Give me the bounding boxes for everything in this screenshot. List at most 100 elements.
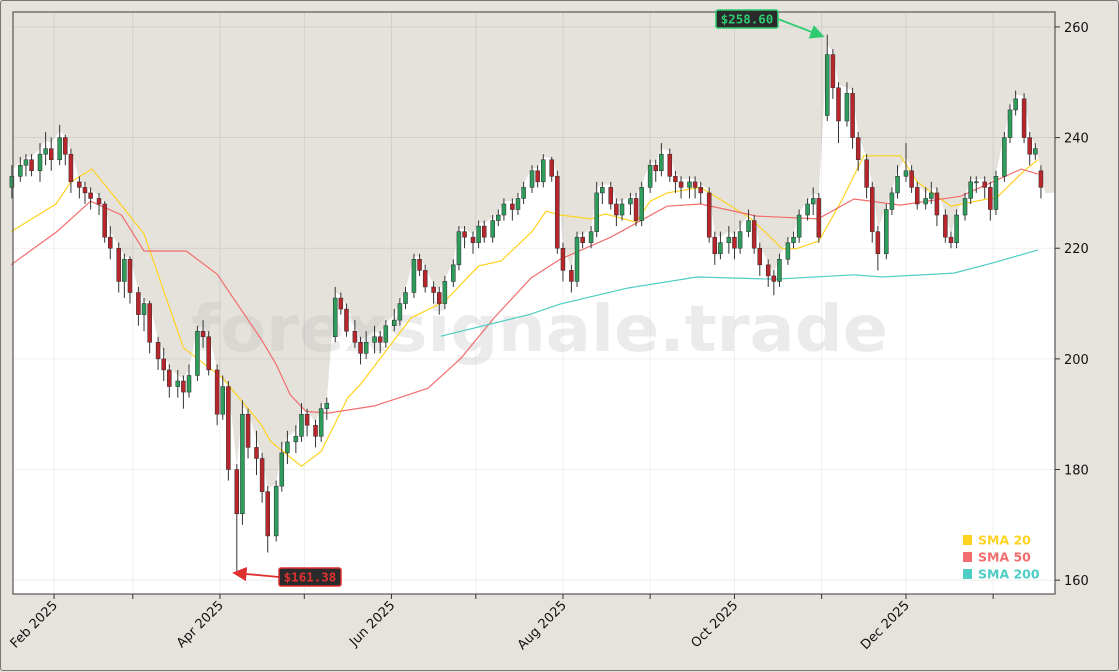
candle-body-up — [718, 242, 723, 255]
sma-line-sma50 — [10, 168, 1039, 414]
candle-body-up — [299, 413, 304, 437]
candle — [726, 226, 732, 254]
candle — [647, 159, 653, 193]
candle — [718, 231, 723, 260]
candle — [501, 198, 507, 221]
candle-body-down — [934, 192, 940, 216]
candle-body-down — [108, 236, 113, 249]
candle — [569, 264, 574, 293]
candle — [791, 231, 796, 249]
candle — [974, 176, 979, 193]
candle — [285, 430, 290, 464]
y-tick-label: 160 — [1064, 574, 1089, 589]
candle — [1021, 93, 1027, 144]
candle-body-down — [338, 297, 344, 310]
candle-body-down — [254, 447, 259, 459]
candle — [864, 154, 869, 199]
candle-body-down — [850, 93, 855, 138]
candle-body-up — [884, 209, 889, 255]
candle-body-up — [588, 231, 594, 243]
candle — [77, 176, 82, 199]
candle — [108, 226, 113, 260]
candle-body-up — [141, 303, 147, 315]
candle — [136, 286, 141, 326]
candle — [993, 170, 999, 216]
candle — [200, 320, 206, 348]
candle — [490, 215, 495, 243]
candle — [372, 325, 377, 354]
candle — [259, 452, 265, 503]
candle-body-up — [687, 181, 692, 188]
candle-body-up — [240, 413, 245, 515]
candle-body-down — [214, 369, 220, 415]
candle — [594, 181, 599, 238]
candle-body-down — [765, 264, 771, 277]
candle-body-up — [324, 402, 330, 409]
candle — [687, 176, 692, 199]
candle — [175, 369, 181, 398]
candle-body-up — [659, 153, 664, 172]
candle — [57, 124, 62, 166]
candle-body-down — [344, 308, 349, 332]
candle — [549, 156, 554, 182]
candle — [234, 463, 240, 573]
candle — [431, 281, 436, 304]
candle — [510, 198, 515, 221]
candle — [869, 181, 875, 243]
candle-body-down — [771, 275, 777, 282]
candle — [48, 137, 54, 171]
candle — [167, 364, 172, 398]
candle — [1033, 143, 1038, 160]
candle — [875, 226, 881, 271]
candle — [580, 231, 585, 249]
candle — [245, 408, 251, 459]
candle-body-down — [706, 192, 712, 238]
candle-body-down — [560, 247, 566, 271]
candle — [23, 154, 29, 177]
y-tick-label: 220 — [1064, 242, 1089, 257]
candle-body-up — [785, 242, 791, 260]
candle-body-down — [167, 369, 172, 387]
candle-body-down — [127, 259, 133, 293]
candle-body-down — [462, 231, 467, 238]
candle-body-down — [732, 236, 737, 249]
candle-body-up — [363, 342, 369, 354]
y-tick-label: 180 — [1064, 464, 1089, 479]
candle — [909, 165, 914, 193]
x-tick-label: Oct 2025 — [688, 598, 741, 651]
candle-body-down — [948, 236, 954, 243]
legend-item: SMA 20 — [963, 533, 1031, 548]
annotation-arrow — [777, 18, 825, 39]
candle-body-down — [633, 198, 639, 221]
candle-body-up — [974, 181, 979, 184]
legend-swatch — [963, 552, 972, 562]
annotation-box — [278, 567, 342, 587]
candle-body-down — [555, 176, 560, 249]
candle-body-down — [712, 236, 718, 255]
candle-body-up — [968, 181, 973, 199]
candle — [732, 231, 737, 260]
candle — [304, 408, 310, 437]
candle-body-up — [18, 164, 23, 177]
candle — [422, 264, 428, 293]
candle — [141, 298, 147, 332]
candle-body-down — [226, 386, 231, 470]
candle-body-down — [982, 181, 987, 188]
candle-body-down — [417, 259, 422, 271]
candle — [988, 181, 993, 221]
candle — [765, 259, 771, 287]
candle-body-up — [411, 259, 417, 293]
candle-body-down — [751, 220, 757, 249]
candle — [737, 220, 743, 254]
candle-body-up — [600, 187, 605, 194]
candle — [226, 381, 231, 481]
candle-body-up — [541, 159, 546, 183]
candle-body-down — [422, 270, 428, 288]
price-area-fill — [11, 44, 1055, 595]
candle-body-down — [68, 153, 74, 183]
candle-body-down — [569, 270, 574, 282]
candle-body-up — [791, 236, 796, 243]
candle — [397, 298, 403, 326]
candle-body-down — [116, 247, 121, 282]
candle-body-down — [1021, 98, 1027, 138]
